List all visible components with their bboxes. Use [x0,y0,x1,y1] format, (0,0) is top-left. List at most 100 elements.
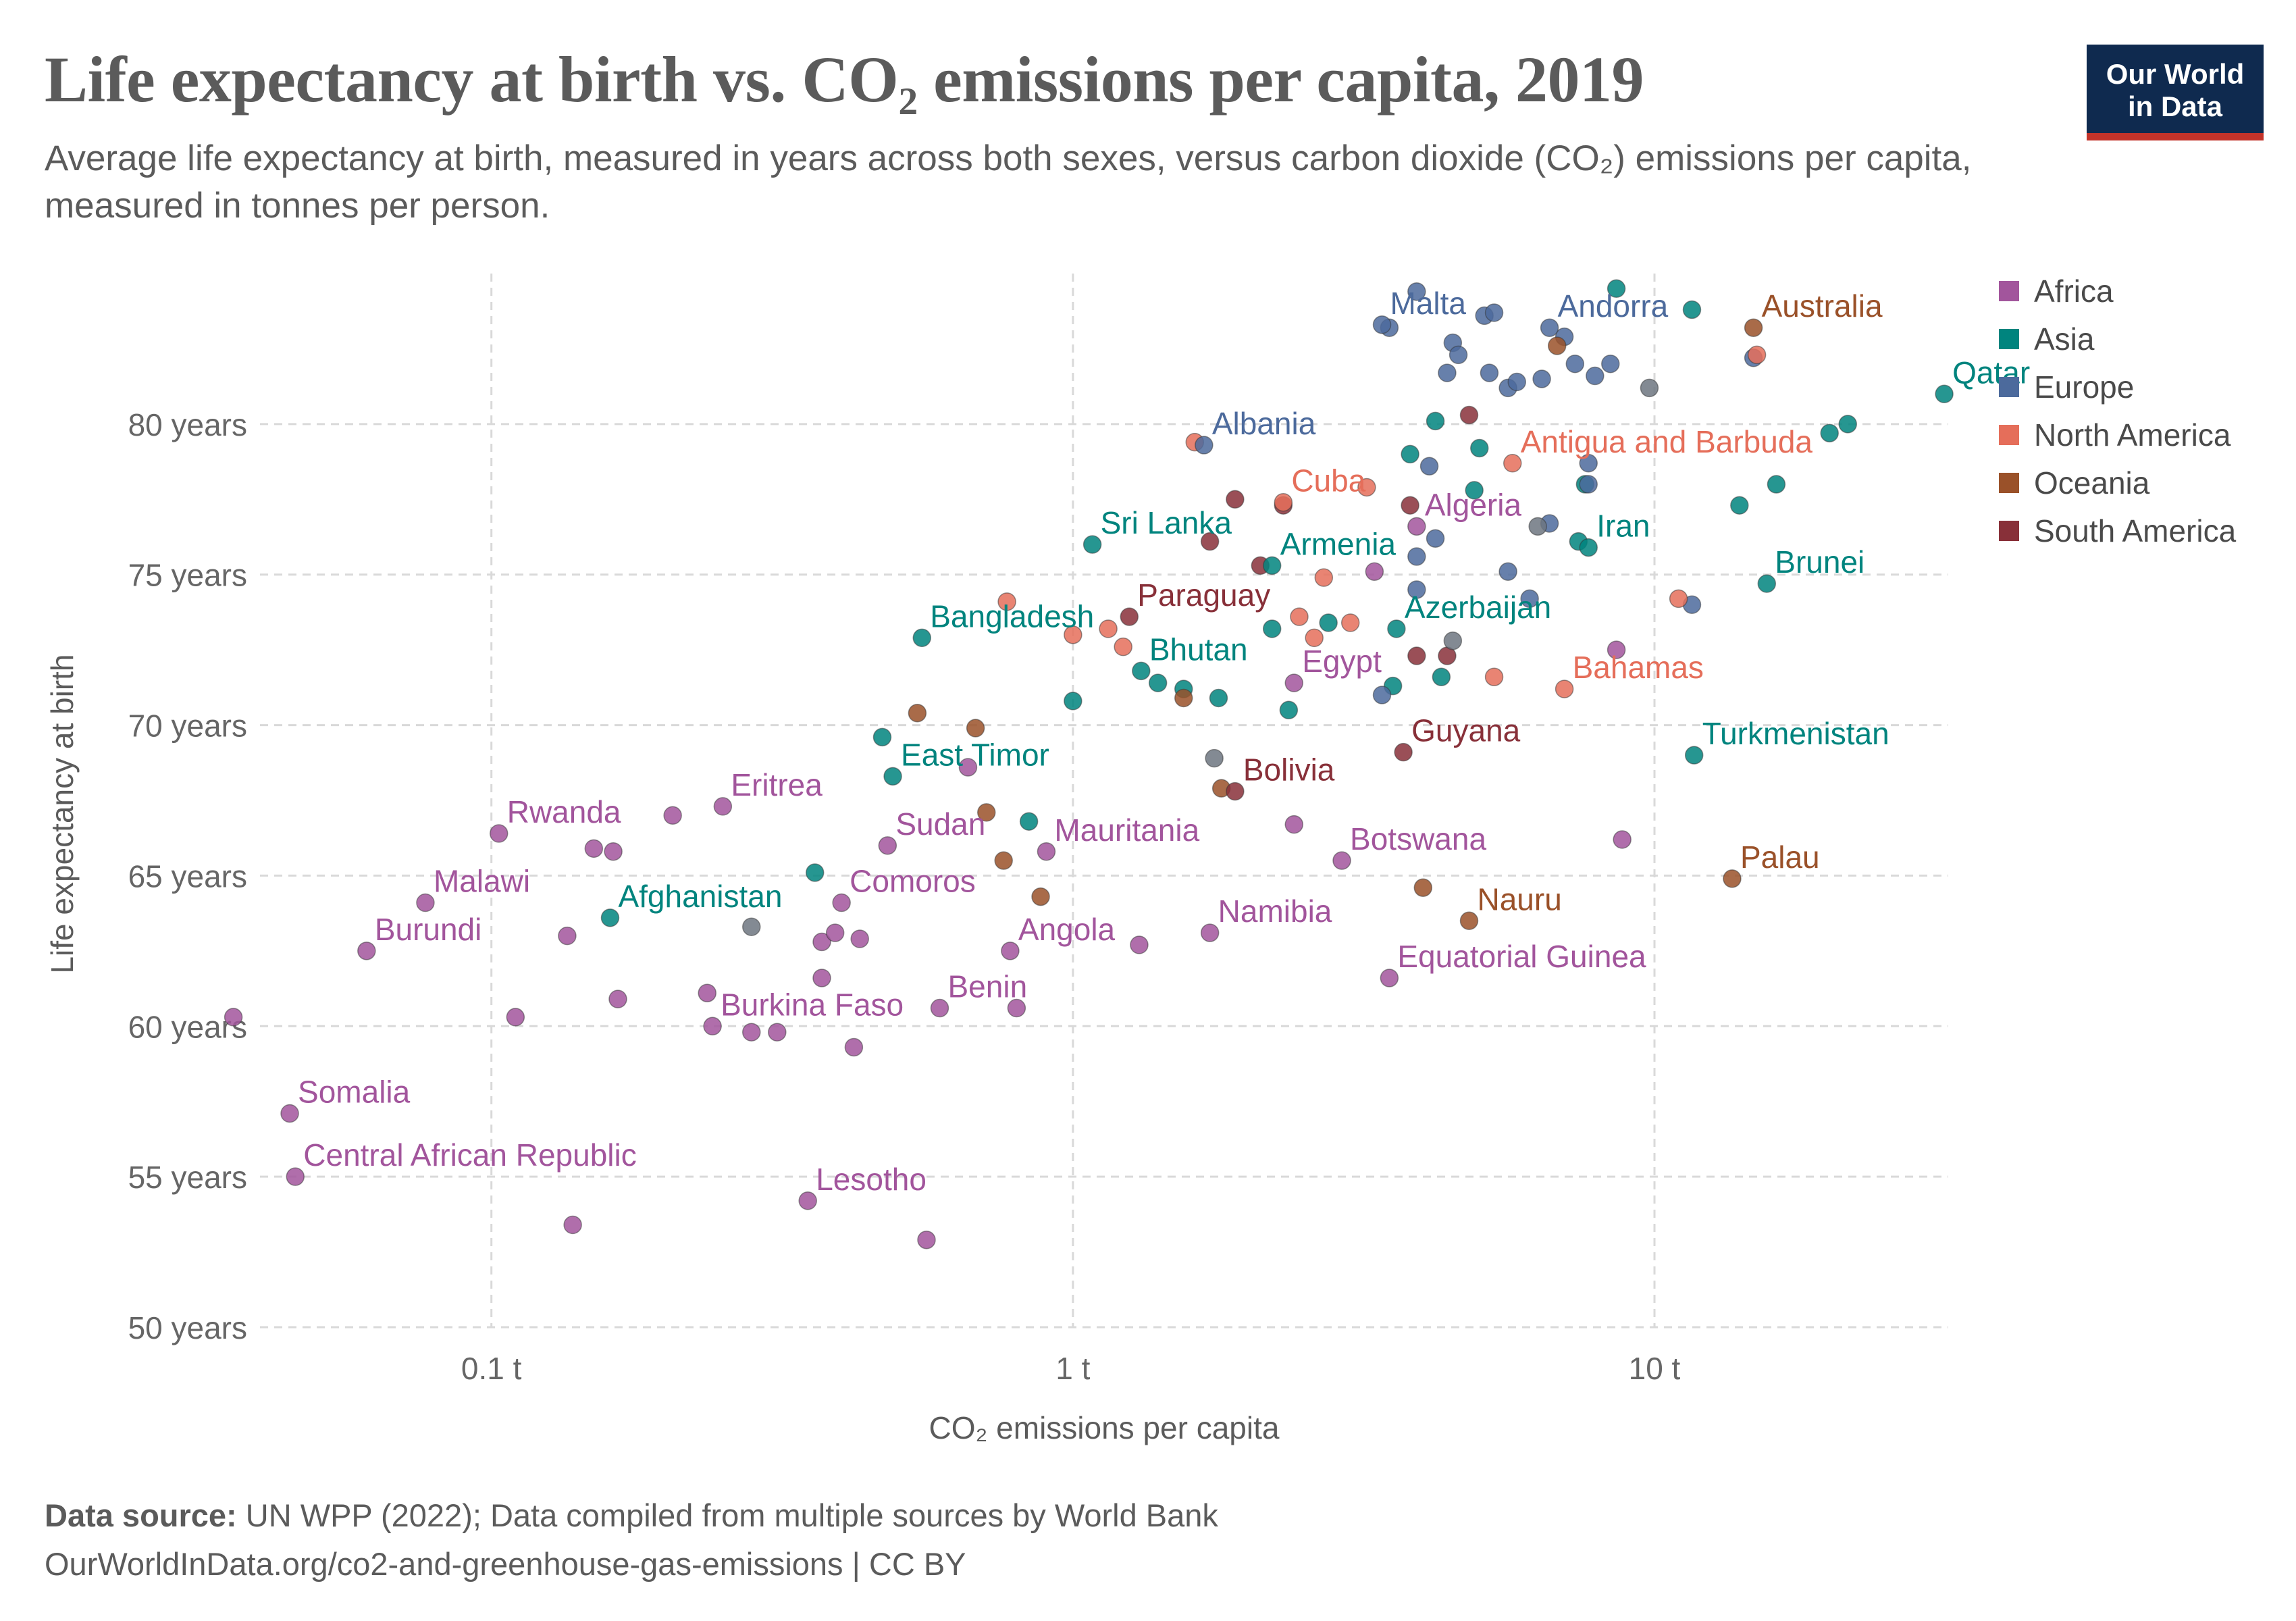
data-point-labeled [1579,538,1598,557]
our-world-in-data-logo[interactable]: Our World in Data [2087,45,2264,140]
data-point-labeled [1684,746,1704,765]
legend-item[interactable]: Europe [1999,363,2236,411]
data-point [1284,815,1304,834]
data-point [917,1230,936,1250]
legend-item[interactable]: Oceania [1999,459,2236,507]
data-point [558,926,577,946]
data-point [1443,632,1463,650]
data-point [742,917,761,936]
data-point-labeled [1226,781,1245,801]
data-point-labeled [1723,869,1742,888]
data-point [1438,363,1457,382]
data-point [844,1037,864,1057]
y-tick-label: 75 years [128,558,247,593]
data-point [1064,625,1082,644]
data-point [1209,688,1228,708]
x-tick-label: 10 t [1629,1351,1681,1386]
x-tick-label: 1 t [1055,1351,1090,1386]
chart-title: Life expectancy at birth vs. CO₂ emissio… [45,43,1644,115]
data-point [1607,279,1626,299]
point-label: Australia [1762,288,1883,324]
data-point-labeled [883,767,902,786]
data-point-labeled [930,998,949,1018]
data-point-labeled [1757,574,1777,593]
point-label: Botswana [1350,821,1486,856]
data-point [850,929,869,948]
point-label: Paraguay [1137,577,1270,613]
data-point [506,1008,525,1027]
point-label: Central African Republic [303,1137,636,1173]
data-point [997,592,1016,611]
data-point [604,842,623,861]
data-point-labeled [1262,556,1282,575]
data-point-labeled [1387,619,1406,638]
data-point [1682,300,1702,319]
data-point-labeled [798,1191,817,1210]
data-point-labeled [1744,318,1763,337]
data-point [1669,589,1688,609]
legend-label: South America [2034,513,2237,548]
y-tick-label: 80 years [128,407,247,442]
data-point-labeled [912,628,932,648]
legend-label: Asia [2034,321,2095,357]
data-point-labeled [1394,742,1413,762]
data-point-labeled [416,893,435,912]
source-url-line[interactable]: OurWorldInData.org/co2-and-greenhouse-ga… [45,1546,966,1582]
y-tick-label: 55 years [128,1160,247,1195]
data-point [1401,496,1419,515]
point-label: Palau [1740,840,1820,875]
footer: Data source: UN WPP (2022); Data compile… [45,1491,1218,1589]
data-point [563,1215,582,1235]
data-point [1007,998,1026,1018]
data-point [1114,637,1132,657]
y-tick-label: 70 years [128,709,247,744]
legend-label: North America [2034,417,2231,453]
data-point [1205,748,1224,768]
legend-item[interactable]: South America [1999,507,2236,555]
data-point-labeled [713,797,733,816]
data-point [584,839,604,858]
data-point [812,932,831,952]
point-label: East Timor [901,737,1049,772]
data-point-labeled [286,1167,305,1186]
data-point [1838,415,1858,434]
legend-item[interactable]: Africa [1999,267,2236,315]
data-point [805,863,825,882]
data-point [1432,667,1451,687]
point-label: Burkina Faso [721,987,904,1022]
data-point-labeled [1037,842,1056,861]
data-points [224,279,1954,1250]
data-point [994,851,1013,870]
data-source-text: UN WPP (2022); Data compiled from multip… [245,1497,1218,1533]
data-point-labeled [1332,851,1351,870]
data-point [1613,830,1632,849]
point-label: Comoros [850,864,976,899]
data-point [1586,366,1604,386]
data-point [1365,562,1384,582]
legend-item[interactable]: North America [1999,411,2236,459]
point-label: Antigua and Barbuda [1521,424,1813,459]
data-point [966,719,985,738]
data-point [1031,887,1050,906]
point-label: Sudan [895,806,985,842]
logo-line-2: in Data [2127,91,2223,122]
data-point [742,1023,761,1041]
legend-item[interactable]: Asia [1999,315,2236,363]
data-point [1314,568,1334,587]
legend-swatch [1999,280,2019,301]
data-point [768,1023,787,1041]
data-point [1407,282,1426,301]
data-point [1372,686,1392,704]
point-label: Bhutan [1149,632,1248,667]
data-point-labeled [357,942,376,960]
legend-swatch [1999,520,2019,541]
data-point [1174,688,1193,708]
data-point [1407,646,1426,665]
data-point [1498,562,1517,582]
data-point [1470,438,1489,458]
data-point-labeled [832,893,851,912]
data-point [1507,372,1527,392]
data-point [976,803,996,822]
